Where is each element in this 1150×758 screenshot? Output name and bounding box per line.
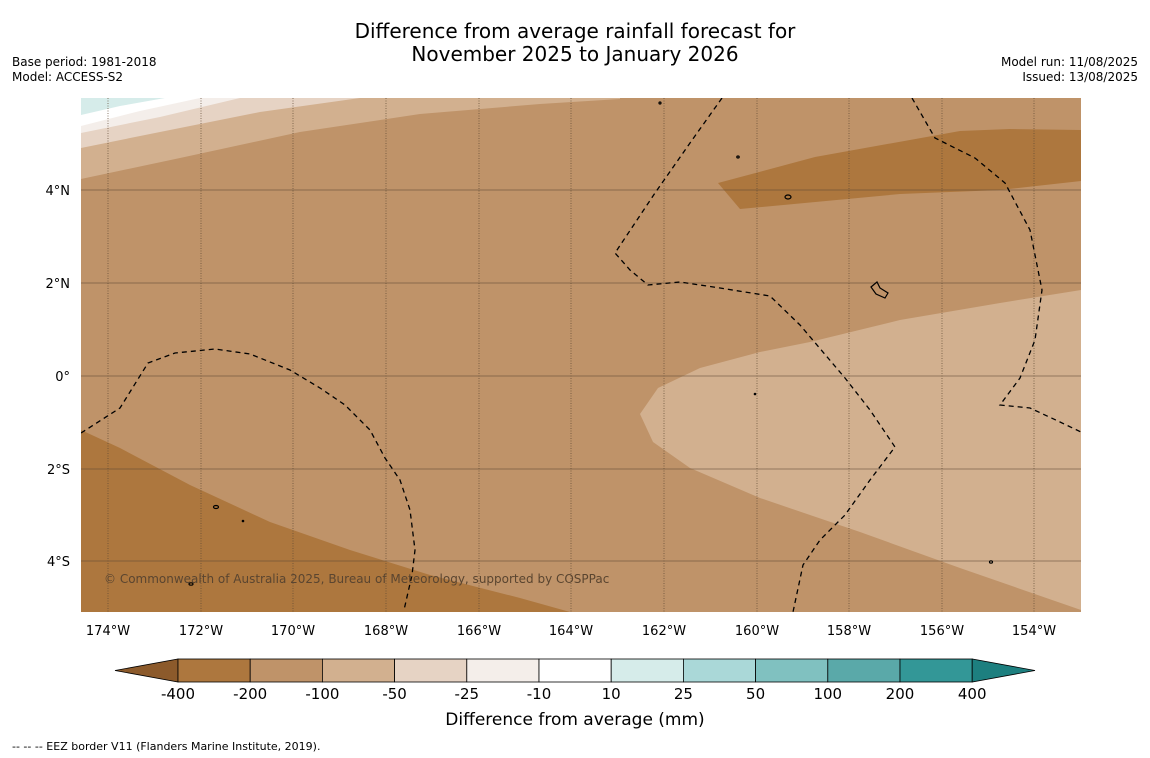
- title-line-1: Difference from average rainfall forecas…: [354, 19, 796, 43]
- longitude-label: 172°W: [179, 624, 223, 639]
- longitude-axis: 174°W 172°W 170°W 168°W 166°W 164°W 162°W 160°W…: [86, 624, 1056, 639]
- colorbar-bin: [394, 658, 468, 683]
- colorbar-extend-low: [114, 658, 179, 683]
- title-line-2: November 2025 to January 2026: [411, 42, 739, 66]
- islet-equator: [753, 392, 757, 396]
- eez-borders: [81, 98, 1081, 612]
- latitude-axis: 4°N 2°N 0° 2°S 4°S: [46, 184, 71, 570]
- latitude-label: 2°S: [47, 463, 70, 478]
- colorbar-bin: [538, 658, 612, 683]
- colorbar-tick-label: -25: [455, 685, 480, 703]
- colorbar-tick-label: -100: [305, 685, 339, 703]
- latitude-label: 0°: [55, 370, 70, 385]
- model-info: Base period: 1981-2018 Model: ACCESS-S2: [12, 55, 157, 85]
- run-info: Model run: 11/08/2025 Issued: 13/08/2025: [1001, 55, 1138, 85]
- longitude-label: 164°W: [549, 624, 593, 639]
- longitude-label: 156°W: [920, 624, 964, 639]
- latitude-gridlines: [81, 189, 1081, 562]
- colorbar-bin: [177, 658, 251, 683]
- colorbar-extend-high: [971, 658, 1036, 683]
- longitude-label: 158°W: [827, 624, 871, 639]
- wet-band-northwest: [81, 98, 165, 115]
- longitude-label: 160°W: [735, 624, 779, 639]
- colorbar-bin: [755, 658, 829, 683]
- colorbar-tick-label: -10: [527, 685, 552, 703]
- chart-title: Difference from average rainfall forecas…: [0, 20, 1150, 66]
- colorbar-bin: [827, 658, 901, 683]
- colorbar-tick-label: 25: [674, 685, 693, 703]
- colorbar-bin: [321, 658, 395, 683]
- longitude-label: 174°W: [86, 624, 130, 639]
- longitude-gridlines: [107, 98, 1035, 612]
- copyright-notice: © Commonwealth of Australia 2025, Bureau…: [104, 572, 610, 586]
- islands: [188, 101, 994, 586]
- island-northeast: [784, 194, 792, 200]
- island-southwest: [212, 504, 220, 510]
- colorbar-tick-label: 50: [746, 685, 765, 703]
- colorbar-tick-label: 100: [813, 685, 842, 703]
- longitude-label: 162°W: [642, 624, 686, 639]
- eez-footnote: -- -- -- EEZ border V11 (Flanders Marine…: [12, 740, 321, 753]
- colorbar-title: Difference from average (mm): [445, 710, 705, 730]
- islet-southwest: [188, 582, 194, 586]
- latitude-label: 4°N: [46, 184, 71, 199]
- colorbar: -400 -200 -100 -50 -25 -10 10 25 50 100 200 400: [114, 658, 1036, 703]
- base-period: Base period: 1981-2018: [12, 55, 157, 69]
- colorbar-tick-label: -50: [382, 685, 407, 703]
- islet-north: [736, 155, 740, 159]
- longitude-label: 170°W: [271, 624, 315, 639]
- model-name: Model: ACCESS-S2: [12, 70, 124, 84]
- longitude-label: 154°W: [1012, 624, 1056, 639]
- islet-small: [241, 519, 245, 523]
- islet-top: [658, 101, 662, 105]
- issued-date: Issued: 13/08/2025: [1022, 70, 1138, 84]
- latitude-label: 2°N: [46, 277, 71, 292]
- longitude-label: 166°W: [457, 624, 501, 639]
- colorbar-tick-label: 200: [886, 685, 915, 703]
- island-atoll-east: [870, 281, 889, 299]
- strong-dry-region-northeast: [718, 129, 1081, 209]
- rainfall-field: [81, 98, 1081, 612]
- colorbar-bin: [683, 658, 757, 683]
- colorbar-bin: [249, 658, 323, 683]
- colorbar-tick-label: -400: [161, 685, 195, 703]
- colorbar-tick-label: -200: [233, 685, 267, 703]
- colorbar-bin: [899, 658, 973, 683]
- colorbar-tick-label: 10: [602, 685, 621, 703]
- eez-border-east: [911, 98, 1081, 433]
- strong-dry-region-south: [81, 430, 570, 612]
- latitude-label: 4°S: [47, 555, 70, 570]
- colorbar-tick-label: 400: [958, 685, 987, 703]
- colorbar-bin: [610, 658, 684, 683]
- islet-southeast: [988, 560, 994, 564]
- model-run: Model run: 11/08/2025: [1000, 55, 1138, 69]
- longitude-label: 168°W: [364, 624, 408, 639]
- colorbar-bin: [466, 658, 540, 683]
- moderate-dry-region-east: [640, 290, 1081, 610]
- eez-border-central: [614, 98, 896, 612]
